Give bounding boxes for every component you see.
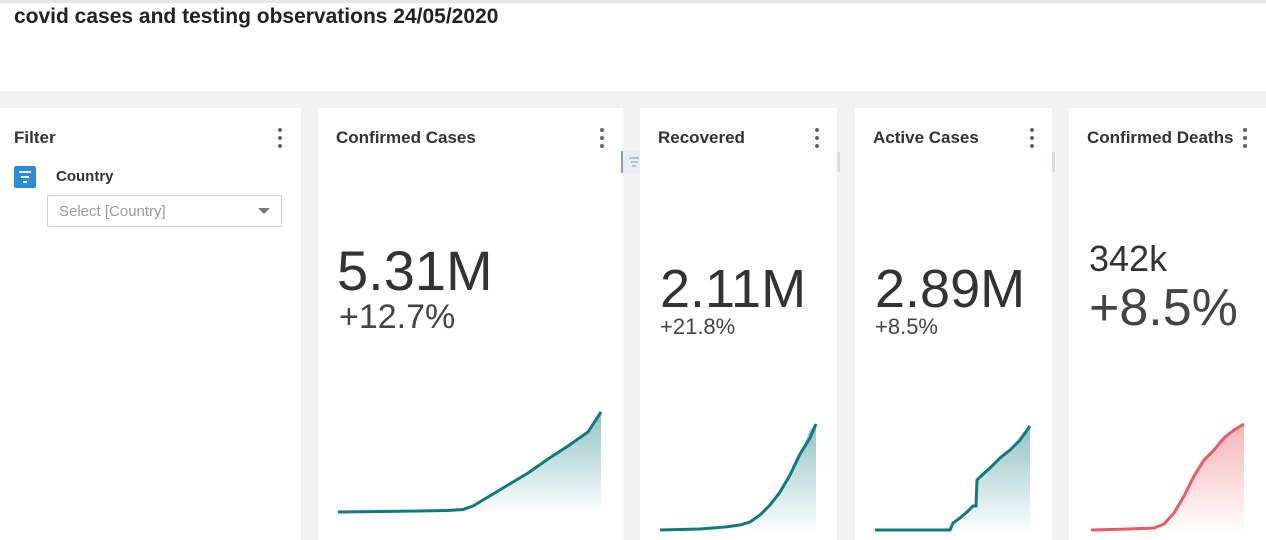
sparkline-confirmed-deaths [1090,422,1245,532]
chevron-down-icon[interactable] [258,208,270,214]
country-filter-label: Country [56,168,114,185]
kpi-change-confirmed-cases: +12.7% [339,298,456,336]
country-select-placeholder: Select [Country] [59,203,166,220]
resize-handle[interactable] [837,152,840,172]
kpi-card-recovered: Recovered 2.11M +21.8% [640,108,837,540]
kpi-card-confirmed-cases: Confirmed Cases 5.31M +12.7% [318,108,623,540]
filter-icon [14,166,36,188]
filter-card-title: Filter [14,128,56,147]
sparkline-recovered [659,423,818,532]
kpi-change-recovered: +21.8% [660,314,736,339]
kpi-value-recovered: 2.11M [660,259,807,319]
kpi-change-active-cases: +8.5% [875,314,938,339]
kpi-title-confirmed-deaths: Confirmed Deaths [1087,128,1234,147]
dashboard-header: covid cases and testing observations 24/… [0,0,1266,91]
kpi-menu-icon[interactable] [1027,128,1037,148]
kpi-change-confirmed-deaths: +8.5% [1089,279,1238,337]
sparkline-area [338,412,601,512]
kpi-title-confirmed-cases: Confirmed Cases [336,128,476,147]
country-select[interactable]: Select [Country] [47,195,282,227]
sparkline-confirmed-cases [337,411,603,514]
sparkline-line [1090,422,1245,532]
sparkline-line [875,425,1032,532]
sparkline-area [875,426,1030,530]
kpi-card-confirmed-deaths: Confirmed Deaths 342k +8.5% [1069,108,1266,540]
kpi-menu-icon[interactable] [597,128,607,148]
kpi-value-active-cases: 2.89M [875,259,1026,319]
resize-handle[interactable] [1052,152,1055,172]
kpi-menu-icon[interactable] [812,128,822,148]
filter-card: Filter Country Select [Country] [0,108,301,540]
kpi-card-active-cases: Active Cases 2.89M +8.5% [855,108,1052,540]
kpi-title-recovered: Recovered [658,128,745,147]
filter-card-menu-icon[interactable] [275,128,285,148]
filter-indicator-icon[interactable] [621,151,645,173]
sparkline-line [659,423,818,532]
sparkline-area [660,424,816,530]
kpi-title-active-cases: Active Cases [873,128,979,147]
kpi-value-confirmed-cases: 5.31M [337,239,493,302]
kpi-value-confirmed-deaths: 342k [1089,238,1168,279]
page-title: covid cases and testing observations 24/… [14,5,499,28]
sparkline-active-cases [875,425,1032,532]
sparkline-line [337,411,603,514]
kpi-menu-icon[interactable] [1240,128,1250,148]
sparkline-area [1091,424,1244,530]
